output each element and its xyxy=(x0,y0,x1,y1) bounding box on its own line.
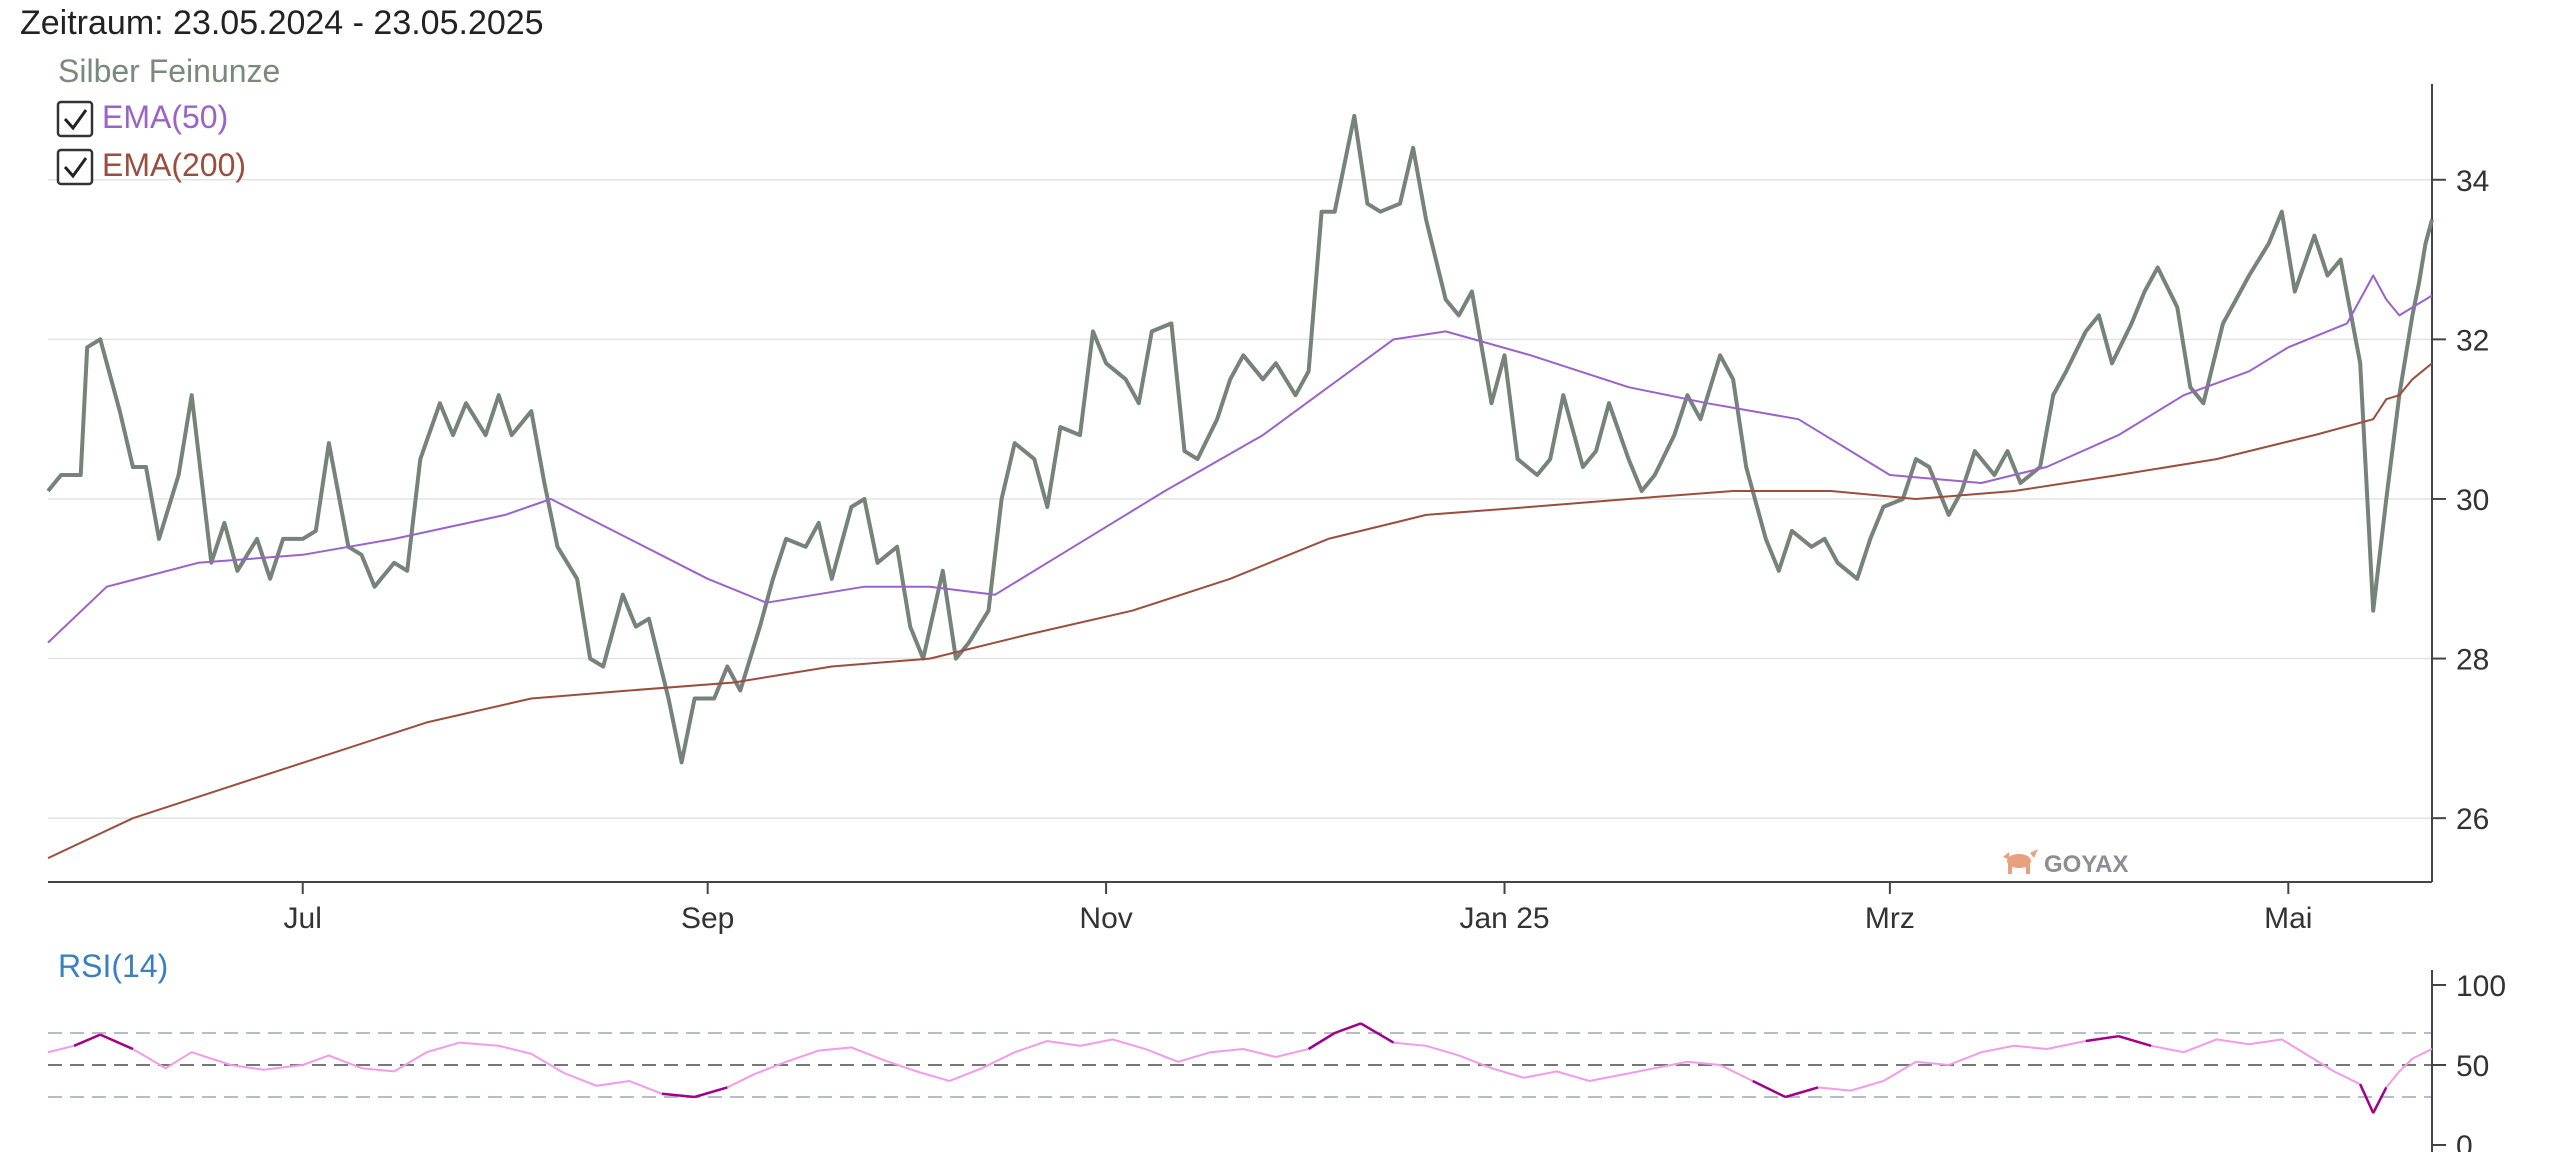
rsi-extreme-segment xyxy=(2359,1083,2375,1114)
series-title: Silber Feinunze xyxy=(58,53,280,89)
bull-logo-icon xyxy=(2003,849,2038,874)
watermark-text: GOYAX xyxy=(2044,851,2128,878)
x-tick-label: Nov xyxy=(1079,902,1132,935)
series-line-silber-feinunze xyxy=(46,113,2434,765)
rsi-y-tick-label: 0 xyxy=(2456,1130,2473,1152)
checkmark-icon xyxy=(63,109,88,131)
x-tick-label: Mrz xyxy=(1865,902,1915,935)
rsi-extreme-segment xyxy=(1334,1022,1362,1035)
y-tick-label: 34 xyxy=(2456,165,2489,198)
ema200-label: EMA(200) xyxy=(102,147,246,183)
rsi-y-ticks: 0 50 100 xyxy=(2432,970,2506,1152)
price-x-ticks: Jul Sep Nov Jan 25 Mrz Mai xyxy=(284,882,2312,935)
rsi-extreme-segment xyxy=(99,1033,134,1051)
rsi-extreme-segment xyxy=(1307,1031,1336,1051)
price-y-ticks: 26 28 30 32 34 xyxy=(2432,165,2489,836)
x-tick-label: Jan 25 xyxy=(1459,902,1549,935)
x-tick-label: Sep xyxy=(681,902,734,935)
main-grid xyxy=(48,179,2432,819)
rsi-title: RSI(14) xyxy=(58,948,168,984)
rsi-extreme-segment xyxy=(73,1033,101,1047)
legend-item-ema50[interactable]: EMA(50) xyxy=(56,99,228,138)
rsi-line xyxy=(47,1022,2433,1116)
rsi-extreme-segment xyxy=(1785,1086,1819,1099)
rsi-extreme-segment xyxy=(694,1086,728,1099)
y-tick-label: 32 xyxy=(2456,324,2489,357)
series-line-ema-50- xyxy=(47,274,2433,644)
rsi-extreme-segment xyxy=(2372,1086,2388,1114)
goyax-watermark: GOYAX xyxy=(2003,849,2128,878)
rsi-extreme-segment xyxy=(2085,1034,2119,1043)
ema50-label: EMA(50) xyxy=(102,99,228,135)
legend-item-ema200[interactable]: EMA(200) xyxy=(56,147,246,186)
ema200-checkbox[interactable] xyxy=(56,148,94,186)
y-tick-label: 30 xyxy=(2456,484,2489,517)
price-series-group xyxy=(46,113,2434,860)
rsi-extreme-segment xyxy=(1752,1079,1786,1099)
period-label: Zeitraum: 23.05.2024 - 23.05.2025 xyxy=(20,4,544,42)
rsi-extreme-segment xyxy=(1360,1022,1395,1044)
rsi-extreme-segment xyxy=(661,1092,695,1099)
x-tick-label: Jul xyxy=(284,902,322,935)
rsi-series-group xyxy=(47,1022,2433,1116)
y-tick-label: 28 xyxy=(2456,644,2489,677)
checkmark-icon xyxy=(63,157,88,179)
rsi-reference-lines xyxy=(48,1032,2432,1098)
rsi-extreme-segment xyxy=(2118,1035,2152,1047)
rsi-y-tick-label: 50 xyxy=(2456,1050,2489,1083)
ema50-checkbox[interactable] xyxy=(56,100,94,138)
series-line-ema-200- xyxy=(47,362,2433,860)
rsi-y-tick-label: 100 xyxy=(2456,970,2506,1003)
y-tick-label: 26 xyxy=(2456,803,2489,836)
x-tick-label: Mai xyxy=(2264,902,2312,935)
